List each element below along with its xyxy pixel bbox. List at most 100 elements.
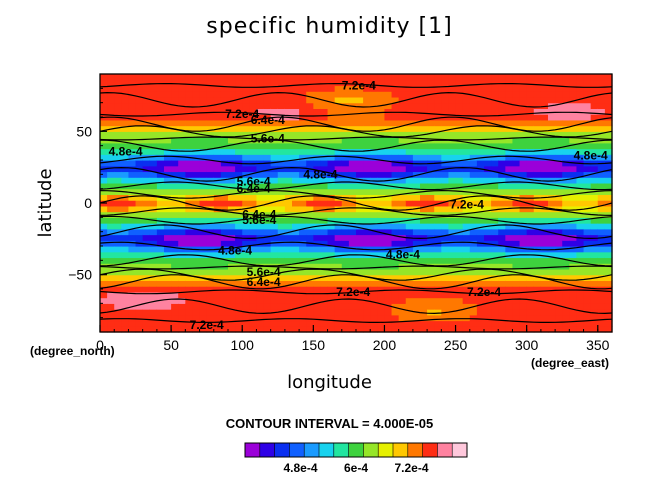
- field-cell: [164, 211, 172, 218]
- field-cell: [206, 303, 215, 310]
- field-cell: [548, 234, 556, 241]
- field-cell: [348, 160, 357, 167]
- field-cell: [519, 263, 528, 270]
- field-cell: [178, 119, 186, 127]
- field-cell: [306, 102, 314, 109]
- field-cell: [199, 268, 208, 276]
- field-cell: [270, 160, 279, 167]
- field-cell: [313, 79, 322, 87]
- field-cell: [164, 234, 172, 241]
- field-cell: [199, 119, 208, 127]
- field-cell: [178, 234, 186, 241]
- field-cell: [356, 280, 364, 287]
- field-cell: [476, 268, 485, 276]
- field-cell: [455, 182, 464, 190]
- field-cell: [405, 268, 414, 276]
- field-cell: [384, 79, 393, 87]
- field-cell: [100, 182, 108, 190]
- field-cell: [277, 182, 286, 190]
- field-cell: [178, 303, 186, 310]
- field-cell: [149, 326, 158, 333]
- field-cell: [434, 309, 442, 316]
- field-cell: [462, 102, 471, 109]
- field-cell: [178, 182, 186, 190]
- field-cell: [420, 291, 428, 299]
- field-cell: [540, 280, 549, 287]
- field-cell: [242, 96, 250, 104]
- field-cell: [192, 240, 201, 247]
- field-cell: [185, 96, 194, 104]
- field-cell: [263, 320, 272, 327]
- field-cell: [114, 142, 122, 150]
- field-cell: [313, 96, 322, 104]
- field-cell: [597, 108, 606, 115]
- field-cell: [121, 85, 130, 92]
- field-cell: [206, 274, 215, 281]
- field-cell: [498, 79, 506, 87]
- field-cell: [270, 108, 279, 115]
- field-cell: [199, 257, 208, 264]
- field-cell: [164, 142, 172, 150]
- field-cell: [199, 217, 208, 224]
- field-cell: [469, 131, 478, 138]
- field-cell: [505, 297, 514, 304]
- field-cell: [604, 171, 613, 178]
- field-cell: [213, 188, 222, 195]
- field-cell: [220, 217, 229, 224]
- field-cell: [491, 246, 499, 253]
- field-cell: [462, 257, 471, 264]
- field-cell: [256, 280, 265, 287]
- field-cell: [334, 154, 343, 161]
- field-cell: [491, 194, 499, 201]
- field-cell: [171, 96, 179, 104]
- field-cell: [420, 240, 428, 247]
- field-cell: [356, 182, 364, 190]
- field-cell: [512, 137, 521, 144]
- field-cell: [540, 108, 549, 115]
- field-cell: [434, 251, 442, 259]
- field-cell: [164, 326, 172, 333]
- contour-label: 7.2e-4: [190, 318, 224, 332]
- field-cell: [171, 142, 179, 150]
- field-cell: [476, 228, 485, 236]
- field-cell: [384, 91, 393, 98]
- field-cell: [306, 228, 314, 236]
- field-cell: [270, 148, 279, 155]
- field-cell: [327, 85, 336, 92]
- field-cell: [206, 119, 215, 127]
- field-cell: [213, 326, 222, 333]
- field-cell: [448, 188, 457, 195]
- field-cell: [128, 291, 137, 299]
- field-cell: [597, 240, 606, 247]
- field-cell: [327, 286, 336, 293]
- field-cell: [164, 297, 172, 304]
- field-cell: [242, 257, 250, 264]
- field-cell: [185, 223, 194, 230]
- field-cell: [540, 251, 549, 259]
- field-cell: [569, 246, 578, 253]
- field-cell: [348, 182, 357, 190]
- field-cell: [476, 74, 485, 81]
- field-cell: [299, 85, 307, 92]
- field-cell: [192, 165, 201, 173]
- field-cell: [384, 320, 393, 327]
- field-cell: [135, 160, 144, 167]
- field-cell: [199, 74, 208, 81]
- field-cell: [299, 228, 307, 236]
- field-cell: [242, 102, 250, 109]
- field-cell: [171, 297, 179, 304]
- field-cell: [171, 131, 179, 138]
- field-cell: [505, 165, 514, 173]
- field-cell: [213, 223, 222, 230]
- field-cell: [299, 177, 307, 184]
- contour-label: 6.4e-4: [237, 182, 271, 196]
- field-cell: [441, 182, 450, 190]
- field-cell: [263, 194, 272, 201]
- field-cell: [356, 211, 364, 218]
- field-cell: [533, 314, 542, 322]
- field-cell: [583, 228, 592, 236]
- field-cell: [377, 251, 386, 259]
- field-cell: [135, 79, 144, 87]
- field-cell: [185, 217, 194, 224]
- field-cell: [171, 223, 179, 230]
